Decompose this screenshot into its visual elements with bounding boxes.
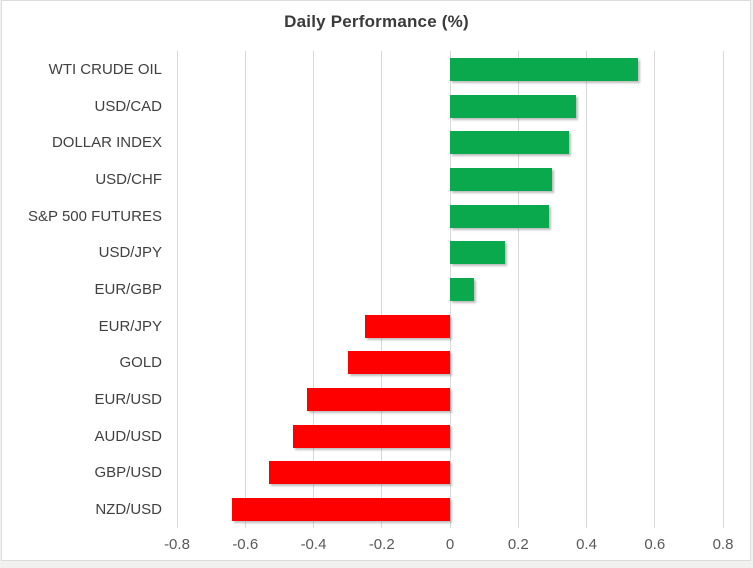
bar-eur-jpy <box>364 314 450 338</box>
x-tick-label: -0.2 <box>368 536 395 553</box>
x-tick-label: -0.6 <box>232 536 259 553</box>
gridline <box>722 51 724 528</box>
category-label-usd-chf: USD/CHF <box>95 170 162 188</box>
category-label-eur-gbp: EUR/GBP <box>94 281 162 298</box>
category-label-eur-jpy: EUR/JPY <box>98 317 162 335</box>
category-label-aud-usd: AUD/USD <box>94 427 162 445</box>
bar-wti-crude-oil <box>450 57 638 81</box>
category-label-usd-cad: USD/CAD <box>94 97 162 115</box>
x-tick-label: 0.6 <box>644 536 666 553</box>
x-tick-label: 0.4 <box>576 536 597 553</box>
category-label-gold: GOLD <box>119 354 162 372</box>
x-tick-label: -0.4 <box>300 536 327 553</box>
gridline <box>313 51 314 528</box>
category-label-usd-jpy: USD/JPY <box>98 244 162 262</box>
bar-eur-usd <box>306 388 450 412</box>
bar-s-p-500-futures <box>450 204 549 228</box>
category-label-s-p-500-futures: S&P 500 FUTURES <box>28 207 162 225</box>
category-label-wti-crude-oil: WTI CRUDE OIL <box>48 60 162 78</box>
x-tick-label: 0 <box>445 536 455 553</box>
x-tick-label: 0.8 <box>712 536 734 553</box>
bar-eur-gbp <box>450 278 474 301</box>
x-tick-label: -0.8 <box>164 536 190 553</box>
gridline <box>381 51 383 528</box>
bar-usd-jpy <box>450 241 505 265</box>
category-label-gbp-usd: GBP/USD <box>94 464 162 482</box>
bar-usd-chf <box>450 167 553 191</box>
gridline <box>586 51 587 528</box>
gridline <box>176 51 178 528</box>
bar-gbp-usd <box>269 461 450 485</box>
gridline <box>517 51 519 528</box>
bar-dollar-index <box>450 131 570 155</box>
bar-aud-usd <box>293 424 450 448</box>
chart-title: Daily Performance (%) <box>284 12 469 31</box>
gridline <box>654 51 656 528</box>
category-label-eur-usd: EUR/USD <box>94 391 162 409</box>
gridline <box>244 51 246 528</box>
category-label-nzd-usd: NZD/USD <box>95 501 162 519</box>
x-tick-label: 0.2 <box>507 536 529 553</box>
bar-usd-cad <box>450 94 577 118</box>
bar-gold <box>347 351 450 375</box>
bar-nzd-usd <box>231 498 450 522</box>
category-label-dollar-index: DOLLAR INDEX <box>51 134 162 152</box>
